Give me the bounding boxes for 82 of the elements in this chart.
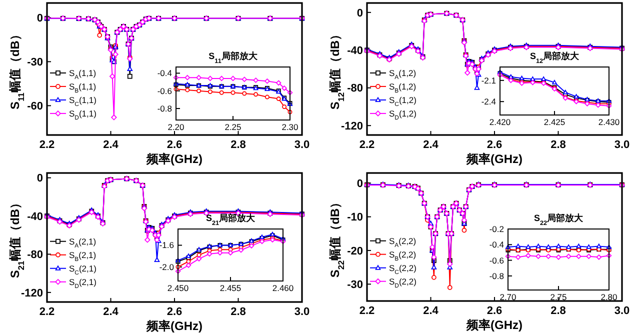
x-tick-label: 2.6 (486, 139, 502, 151)
chart-title: S$_{11}$局部放大 (208, 51, 258, 64)
x-axis-title: 频率(GHz) (466, 318, 522, 332)
legend-label: S$_{B}$(2,1) (69, 250, 96, 263)
x-tick-label: 2.4 (103, 306, 120, 318)
y-tick-label: -20 (347, 245, 363, 258)
x-tick-label: 2.450 (167, 283, 189, 293)
legend-label: S$_{D}$(1,2) (389, 108, 417, 122)
x-tick-label: 2.425 (544, 117, 566, 127)
x-axis-title: 频率(GHz) (466, 152, 522, 166)
chart-title: S$_{21}$局部放大 (206, 213, 256, 226)
x-tick-label: 2.2 (39, 139, 55, 151)
x-tick-label: 2.2 (39, 306, 55, 318)
x-tick-label: 2.8 (230, 306, 246, 318)
y-tick-label: -0.8 (489, 270, 504, 281)
y-tick-label: -2.4 (481, 96, 496, 107)
x-tick-label: 3.0 (294, 306, 310, 318)
x-tick-label: 2.6 (166, 306, 182, 318)
x-tick-label: 2.6 (166, 139, 182, 151)
y-tick-label: -80 (347, 82, 363, 95)
legend-label: S$_{C}$(2,2) (389, 262, 417, 276)
x-tick-label: 3.0 (294, 139, 310, 151)
y-tick-label: -2.0 (159, 262, 174, 272)
x-tick-label: 2.2 (359, 139, 375, 151)
chart-title: S$_{12}$局部放大 (530, 51, 580, 64)
legend-label: S$_{B}$(2,2) (389, 249, 416, 262)
y-tick-label: -120 (340, 120, 363, 132)
x-axis-title: 频率(GHz) (146, 319, 202, 333)
x-tick-label: 2.25 (224, 122, 242, 132)
x-tick-label: 2.6 (486, 305, 502, 317)
chart-title: S$_{22}$局部放大 (534, 213, 584, 226)
y-tick-label: -40 (27, 210, 43, 223)
x-tick-label: 2.4 (103, 139, 120, 151)
legend-label: S$_{C}$(2,1) (69, 263, 97, 276)
x-tick-label: 2.8 (550, 139, 566, 151)
legend-label: S$_{B}$(1,1) (69, 81, 96, 94)
y-tick-label: -0.8 (157, 103, 172, 114)
y-tick-label: -1.6 (159, 240, 174, 250)
x-tick-label: 2.4 (423, 305, 440, 317)
legend-label: S$_{A}$(1,1) (69, 68, 96, 81)
x-tick-label: 2.420 (489, 117, 511, 127)
y-tick-label: -40 (347, 44, 363, 57)
x-tick-label: 2.75 (550, 292, 568, 302)
y-tick-label: 0 (36, 12, 43, 25)
x-tick-label: 2.4 (423, 139, 440, 151)
y-tick-label: -120 (20, 287, 43, 300)
x-tick-label: 2.70 (500, 292, 517, 302)
x-tick-label: 2.430 (598, 117, 620, 127)
legend-label: S$_{B}$(1,2) (389, 81, 416, 94)
y-tick-label: -2.1 (481, 75, 496, 86)
x-tick-label: 2.460 (272, 283, 294, 293)
x-tick-label: 2.8 (230, 139, 246, 151)
y-tick-label: 0 (36, 172, 43, 185)
y-tick-label: -80 (27, 249, 43, 262)
x-tick-label: 2.455 (220, 283, 242, 293)
x-tick-label: 3.0 (614, 139, 630, 151)
y-tick-label: -30 (347, 279, 363, 292)
legend-label: S$_{A}$(1,2) (389, 68, 416, 81)
legend-label: S$_{A}$(2,1) (69, 236, 96, 250)
y-tick-label: -0.6 (489, 255, 504, 266)
legend-label: S$_{C}$(1,2) (389, 94, 417, 108)
x-axis-title: 频率(GHz) (146, 152, 202, 166)
y-tick-label: -0.2 (489, 224, 504, 234)
x-tick-label: 2.30 (282, 122, 299, 132)
legend-label: S$_{D}$(2,1) (69, 276, 97, 290)
x-tick-label: 2.80 (600, 292, 618, 302)
y-tick-label: -0.4 (157, 68, 172, 78)
y-tick-label: -10 (347, 212, 363, 224)
y-tick-label: -0.6 (157, 86, 172, 96)
legend-label: S$_{C}$(1,1) (69, 94, 97, 108)
legend-label: S$_{A}$(2,2) (389, 236, 416, 249)
y-tick-label: 0 (356, 178, 363, 190)
y-tick-label: -0.4 (489, 240, 504, 250)
x-tick-label: 2.8 (550, 305, 566, 317)
x-tick-label: 3.0 (614, 305, 630, 317)
y-tick-label: -60 (27, 100, 43, 113)
x-tick-label: 2.2 (359, 305, 375, 317)
legend-label: S$_{D}$(2,2) (389, 276, 417, 290)
legend-label: S$_{D}$(1,1) (69, 108, 97, 122)
y-tick-label: -30 (27, 56, 43, 69)
x-tick-label: 2.20 (168, 122, 185, 132)
y-tick-label: 0 (356, 7, 363, 20)
